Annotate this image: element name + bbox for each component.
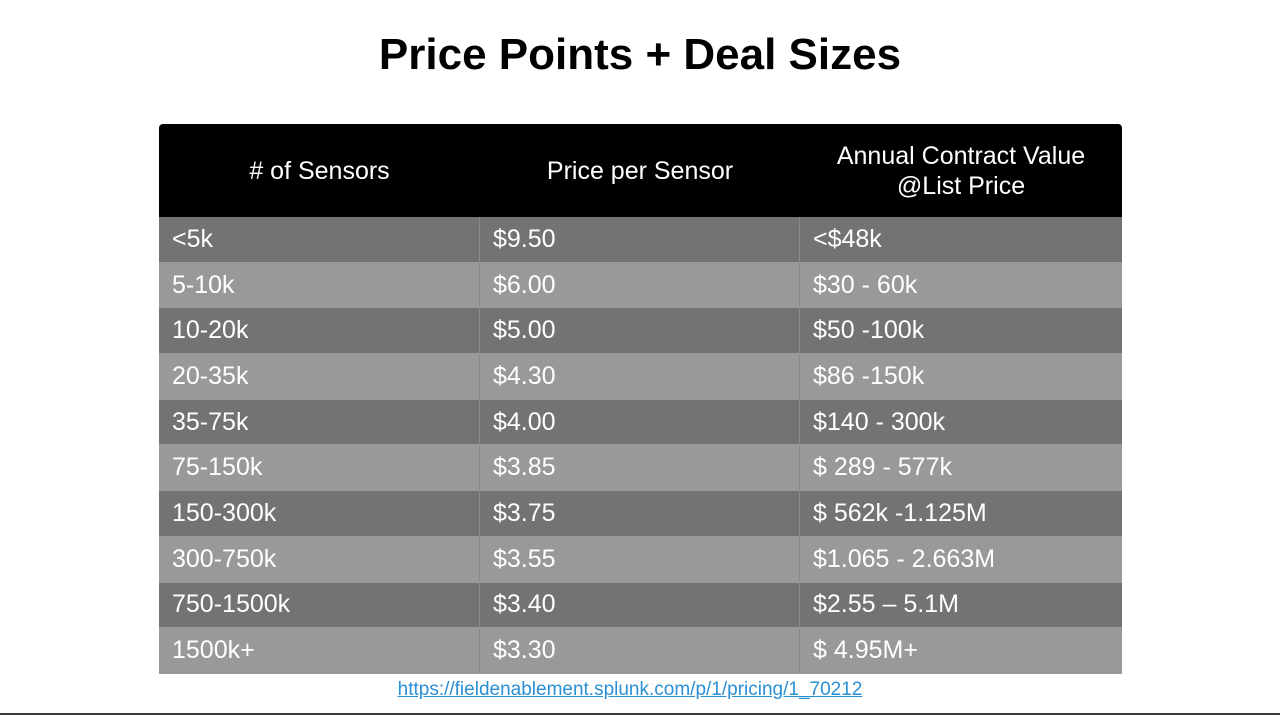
table-body: <5k $9.50 <$48k 5-10k $6.00 $30 - 60k 10… [159, 217, 1122, 674]
cell-acv: $ 562k -1.125M [800, 491, 1122, 537]
slide-title: Price Points + Deal Sizes [378, 30, 902, 79]
header-sensors: # of Sensors [249, 156, 390, 185]
cell-acv: $50 -100k [800, 308, 1122, 355]
cell-sensors: 750-1500k [159, 582, 480, 629]
table-row: 1500k+ $3.30 $ 4.95M+ [159, 628, 1122, 674]
table-header-row: # of Sensors Price per Sensor Annual Con… [159, 124, 1122, 217]
table-row: 35-75k $4.00 $140 - 300k [159, 399, 1122, 446]
cell-price: $3.55 [480, 536, 800, 583]
cell-price: $6.00 [480, 262, 800, 309]
cell-price: $9.50 [480, 217, 800, 263]
source-link[interactable]: https://fieldenablement.splunk.com/p/1/p… [397, 679, 863, 700]
cell-acv: $ 4.95M+ [800, 628, 1122, 674]
cell-price: $5.00 [480, 308, 800, 355]
cell-sensors: 300-750k [159, 536, 480, 583]
cell-acv: $30 - 60k [800, 262, 1122, 309]
table-row: 20-35k $4.30 $86 -150k [159, 354, 1122, 400]
cell-sensors: 10-20k [159, 308, 480, 355]
cell-price: $3.40 [480, 582, 800, 629]
cell-price: $3.85 [480, 445, 800, 492]
table-row: 5-10k $6.00 $30 - 60k [159, 262, 1122, 309]
cell-sensors: 150-300k [159, 491, 480, 537]
table-row: 75-150k $3.85 $ 289 - 577k [159, 445, 1122, 492]
table-row: 150-300k $3.75 $ 562k -1.125M [159, 491, 1122, 537]
cell-acv: $1.065 - 2.663M [800, 536, 1122, 583]
table-row: <5k $9.50 <$48k [159, 217, 1122, 263]
cell-sensors: 20-35k [159, 354, 480, 400]
cell-sensors: 75-150k [159, 445, 480, 492]
pricing-table: # of Sensors Price per Sensor Annual Con… [159, 124, 1122, 674]
bottom-divider [0, 713, 1280, 715]
cell-sensors: 35-75k [159, 399, 480, 446]
cell-acv: $86 -150k [800, 354, 1122, 400]
cell-price: $4.00 [480, 399, 800, 446]
header-annual-contract-value: Annual Contract Value @List Price [836, 141, 1086, 200]
cell-sensors: 5-10k [159, 262, 480, 309]
cell-acv: $140 - 300k [800, 399, 1122, 446]
cell-sensors: 1500k+ [159, 628, 480, 674]
cell-price: $3.75 [480, 491, 800, 537]
table-row: 10-20k $5.00 $50 -100k [159, 308, 1122, 355]
cell-price: $3.30 [480, 628, 800, 674]
cell-sensors: <5k [159, 217, 480, 263]
cell-acv: <$48k [800, 217, 1122, 263]
table-row: 750-1500k $3.40 $2.55 – 5.1M [159, 582, 1122, 629]
header-price-per-sensor: Price per Sensor [546, 156, 734, 185]
table-row: 300-750k $3.55 $1.065 - 2.663M [159, 536, 1122, 583]
cell-acv: $2.55 – 5.1M [800, 582, 1122, 629]
cell-price: $4.30 [480, 354, 800, 400]
cell-acv: $ 289 - 577k [800, 445, 1122, 492]
